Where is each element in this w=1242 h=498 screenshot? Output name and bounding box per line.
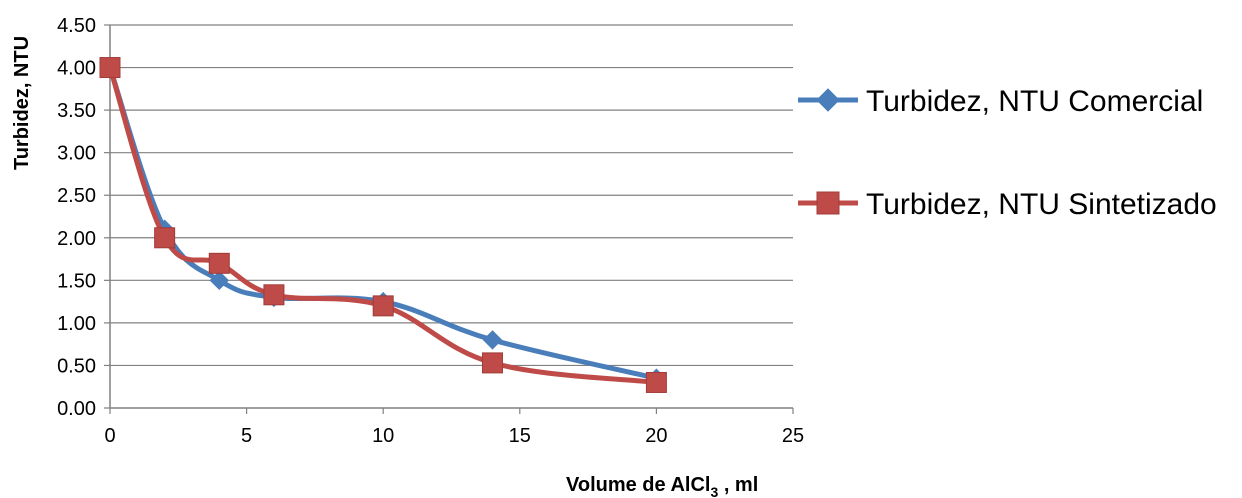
x-tick-labels: 0 5 10 15 20 25 (104, 425, 804, 447)
y-tick-label: 0.50 (57, 355, 96, 377)
data-point (263, 284, 285, 306)
y-tick-label: 3.00 (57, 143, 96, 165)
y-tick-label: 2.50 (57, 185, 96, 207)
gridlines (104, 24, 794, 414)
y-tick-label: 4.00 (57, 58, 96, 80)
x-tick-label: 10 (372, 425, 394, 447)
x-tick-label: 15 (509, 425, 531, 447)
data-point (482, 330, 503, 350)
x-axis-title-subscript: 3 (710, 484, 718, 498)
legend-entry: Turbidez, NTU Comercial (798, 85, 1203, 118)
x-axis-title: Volume de AlCl3 , ml (566, 474, 758, 498)
y-tick-label: 3.50 (57, 100, 96, 122)
data-point (208, 252, 230, 274)
y-axis-title: Turbidez, NTU (11, 36, 33, 170)
data-point (481, 352, 503, 374)
y-tick-label: 1.50 (57, 270, 96, 292)
y-tick-label: 0.00 (57, 398, 96, 420)
x-axis-title-unit: , ml (718, 474, 758, 496)
legend-entry: Turbidez, NTU Sintetizado (798, 188, 1217, 221)
legend: Turbidez, NTU Comercial Turbidez, NTU Sin… (798, 85, 1217, 221)
series-1 (100, 57, 667, 388)
series-2 (99, 57, 667, 393)
y-tick-label: 1.00 (57, 313, 96, 335)
x-axis-title-main: Volume de AlCl (566, 474, 710, 496)
data-point (154, 227, 176, 249)
x-tick-label: 0 (104, 425, 115, 447)
x-tick-label: 20 (645, 425, 667, 447)
data-point (372, 295, 394, 317)
data-point (645, 371, 667, 393)
legend-marker (816, 191, 840, 215)
y-tick-label: 4.50 (57, 15, 96, 37)
series-line (107, 66, 657, 381)
y-tick-labels: 0.00 0.50 1.00 1.50 2.00 2.50 3.00 3.50 4.00 4.50 (57, 15, 96, 420)
series-layer (99, 57, 667, 393)
y-tick-label: 2.00 (57, 228, 96, 250)
legend-marker (816, 88, 840, 112)
x-tick-label: 5 (241, 425, 252, 447)
x-tick-label: 25 (782, 425, 804, 447)
data-point (99, 57, 121, 79)
data-point (209, 270, 229, 291)
legend-label: Turbidez, NTU Comercial (866, 85, 1203, 118)
legend-label: Turbidez, NTU Sintetizado (866, 188, 1217, 221)
series-line (107, 66, 657, 385)
